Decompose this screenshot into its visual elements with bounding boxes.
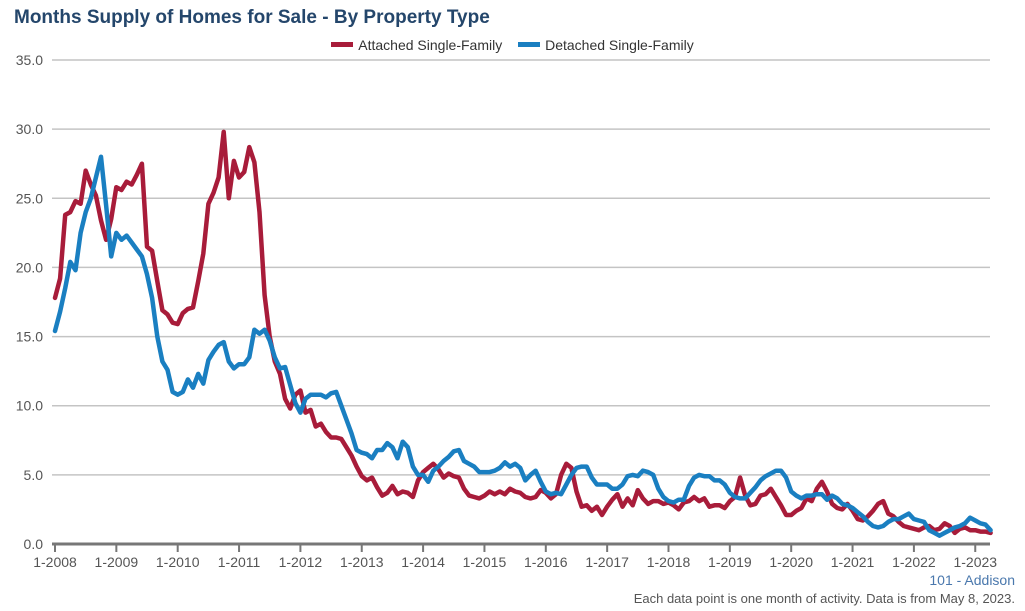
x-tick-label: 1-2017 (585, 554, 629, 570)
series-line-detached (52, 154, 993, 538)
x-tick-label: 1-2018 (647, 554, 691, 570)
y-tick-label: 35.0 (16, 52, 43, 68)
x-tick-label: 1-2022 (892, 554, 936, 570)
footer-note: Each data point is one month of activity… (633, 591, 1015, 606)
y-tick-label: 15.0 (16, 329, 43, 345)
x-tick-label: 1-2013 (340, 554, 384, 570)
x-tick-label: 1-2012 (279, 554, 323, 570)
region-label: 101 - Addison (929, 572, 1015, 588)
x-tick-label: 1-2020 (769, 554, 813, 570)
y-tick-label: 10.0 (16, 398, 43, 414)
legend-label-detached: Detached Single-Family (545, 36, 694, 53)
y-tick-label: 20.0 (16, 259, 43, 275)
chart-title: Months Supply of Homes for Sale - By Pro… (14, 7, 490, 28)
x-tick-label: 1-2014 (401, 554, 445, 570)
legend-label-attached: Attached Single-Family (358, 36, 503, 53)
legend-item-attached[interactable]: Attached Single-Family (331, 37, 502, 53)
x-tick-label: 1-2023 (953, 554, 997, 570)
legend-swatch-attached (331, 42, 354, 47)
y-tick-label: 30.0 (16, 121, 43, 137)
x-tick-label: 1-2010 (156, 554, 200, 570)
legend-item-detached[interactable]: Detached Single-Family (518, 37, 694, 53)
x-tick-label: 1-2009 (95, 554, 139, 570)
x-tick-label: 1-2011 (218, 554, 261, 570)
y-tick-label: 0.0 (24, 536, 44, 552)
x-tick-label: 1-2021 (831, 554, 875, 570)
x-tick-label: 1-2016 (524, 554, 568, 570)
x-tick-label: 1-2015 (463, 554, 507, 570)
legend: Attached Single-Family Detached Single-F… (0, 34, 1025, 53)
x-tick-label: 1-2008 (33, 554, 77, 570)
legend-swatch-detached (518, 42, 541, 47)
y-tick-label: 5.0 (24, 467, 44, 483)
series-line-attached (52, 129, 993, 536)
x-tick-label: 1-2019 (708, 554, 752, 570)
y-tick-label: 25.0 (16, 190, 43, 206)
